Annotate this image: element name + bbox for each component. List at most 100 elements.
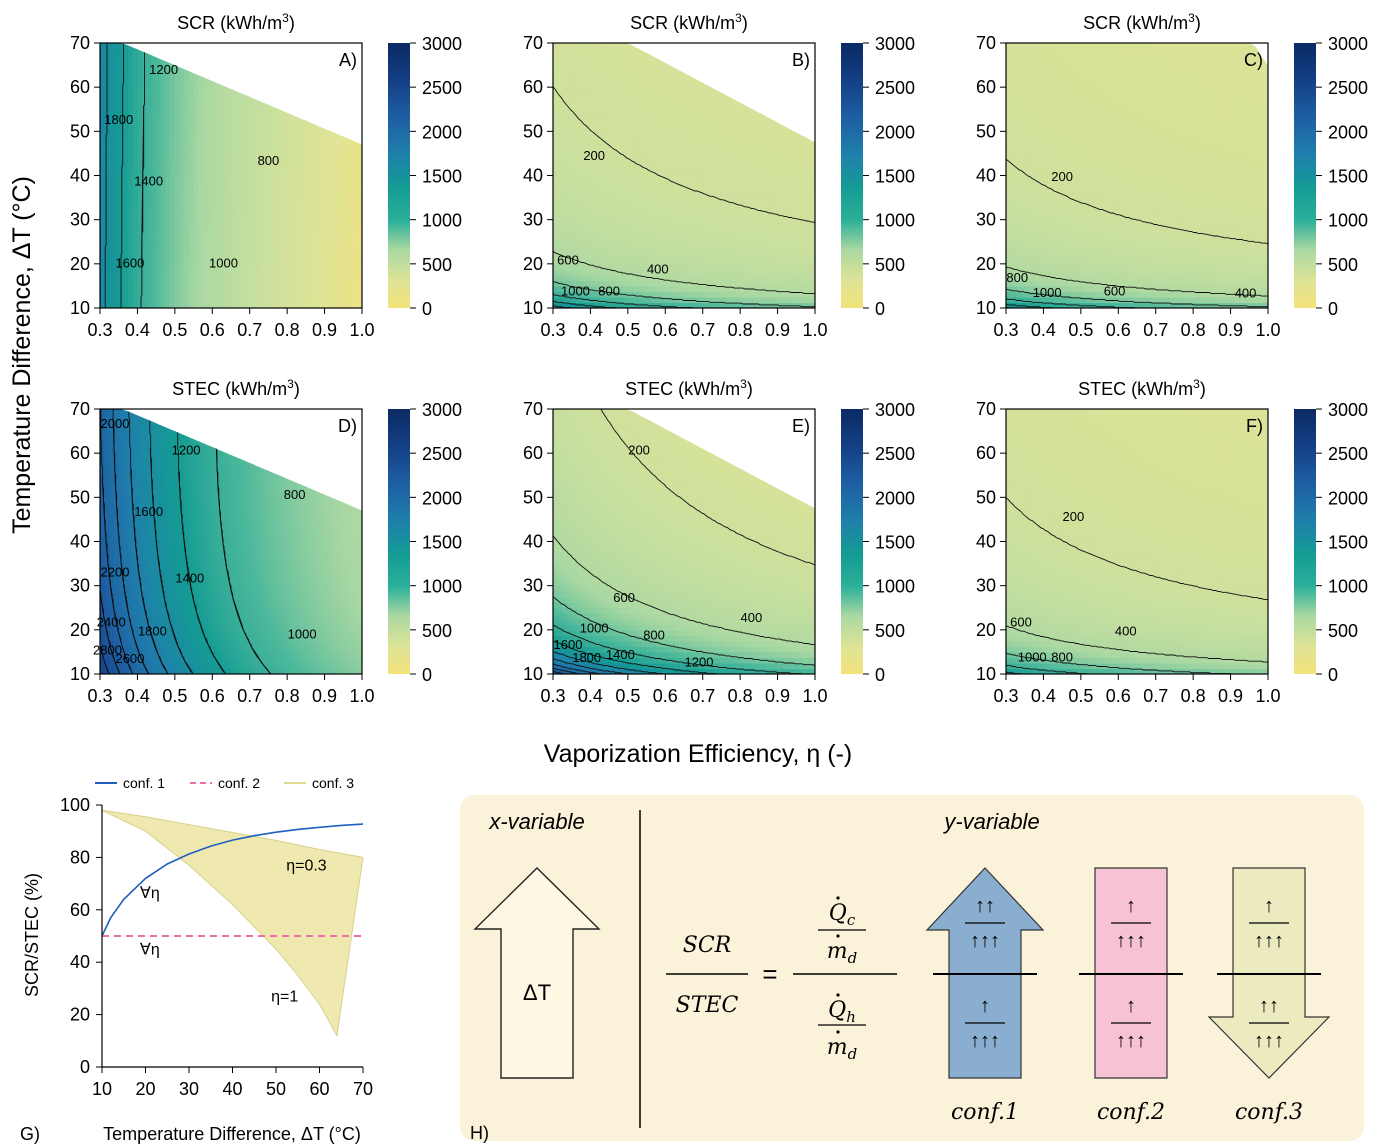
- heat-cell: [768, 186, 774, 193]
- heat-cell: [104, 263, 110, 270]
- heat-cell: [707, 147, 713, 155]
- heat-cell: [132, 175, 139, 182]
- heat-cell: [562, 92, 568, 99]
- heat-cell: [660, 103, 666, 110]
- heat-cell: [329, 164, 335, 171]
- heat-cell: [235, 291, 241, 298]
- heat-cell: [333, 175, 340, 182]
- heat-cell: [557, 296, 563, 304]
- heat-cell: [590, 65, 596, 72]
- heat-cell: [198, 197, 204, 204]
- heat-cell: [352, 208, 358, 215]
- heat-cell: [754, 236, 760, 243]
- heat-cell: [595, 169, 601, 177]
- heat-cell: [581, 192, 587, 199]
- heat-cell: [609, 219, 615, 226]
- heat-cell: [740, 153, 746, 160]
- heat-cell: [585, 208, 592, 215]
- heat-cell: [231, 87, 237, 94]
- heat-cell: [758, 76, 765, 83]
- heat-cell: [749, 153, 755, 160]
- heat-cell: [165, 247, 171, 254]
- heat-cell: [282, 236, 288, 243]
- heat-cell: [221, 296, 227, 304]
- heat-cell: [730, 81, 737, 88]
- heat-cell: [716, 147, 723, 155]
- heat-cell: [259, 181, 265, 188]
- heat-cell: [184, 114, 190, 121]
- heat-cell: [604, 230, 610, 237]
- heat-cell: [637, 247, 643, 254]
- heat-cell: [623, 186, 629, 193]
- heat-cell: [263, 241, 270, 248]
- heat-cell: [698, 285, 704, 293]
- heat-cell: [137, 131, 143, 138]
- heat-cell: [604, 225, 610, 232]
- heat-cell: [221, 131, 227, 138]
- heat-cell: [329, 302, 335, 308]
- heat-cell: [730, 153, 737, 160]
- heat-cell: [562, 70, 568, 77]
- heat-cell: [268, 147, 274, 155]
- heat-cell: [352, 241, 358, 248]
- heat-cell: [207, 252, 213, 259]
- heat-cell: [665, 109, 671, 116]
- heat-cell: [721, 192, 727, 199]
- heat-cell: [730, 269, 737, 276]
- heat-cell: [740, 247, 746, 254]
- heat-cell: [329, 92, 335, 99]
- heat-cell: [726, 169, 732, 177]
- heat-cell: [730, 147, 737, 155]
- heat-cell: [655, 296, 662, 304]
- heat-cell: [632, 87, 638, 94]
- heat-cell: [315, 48, 321, 55]
- heat-cell: [740, 76, 746, 83]
- heat-cell: [343, 263, 349, 270]
- heat-cell: [590, 285, 596, 293]
- heat-cell: [165, 109, 171, 116]
- heat-cell: [319, 247, 326, 254]
- heat-cell: [207, 59, 213, 66]
- heat-cell: [684, 296, 690, 304]
- heat-cell: [174, 54, 181, 61]
- heat-cell: [712, 158, 718, 166]
- heat-cell: [291, 214, 298, 221]
- heat-cell: [287, 125, 293, 132]
- heat-cell: [641, 296, 648, 304]
- heat-cell: [618, 125, 624, 132]
- heat-cell: [156, 114, 162, 121]
- heat-cell: [749, 65, 755, 72]
- heat-cell: [324, 103, 330, 110]
- heat-cell: [585, 225, 592, 232]
- heat-cell: [160, 252, 167, 259]
- heat-cell: [170, 87, 176, 94]
- heat-cell: [282, 214, 288, 221]
- heat-cell: [296, 181, 302, 188]
- heat-cell: [146, 247, 153, 254]
- heat-cell: [301, 274, 307, 281]
- heat-cell: [343, 230, 349, 237]
- heat-cell: [315, 65, 321, 72]
- heat-cell: [721, 252, 727, 259]
- heat-cell: [571, 125, 577, 132]
- heat-cell: [216, 54, 223, 61]
- heat-cell: [749, 81, 755, 88]
- heat-cell: [698, 142, 704, 149]
- heat-cell: [665, 197, 671, 204]
- heat-cell: [604, 136, 610, 143]
- heat-cell: [170, 43, 176, 50]
- heat-cell: [291, 103, 298, 110]
- heat-cell: [240, 142, 246, 149]
- heat-cell: [174, 43, 181, 50]
- heat-cell: [343, 192, 349, 199]
- heat-cell: [118, 98, 124, 105]
- heat-cell: [712, 70, 718, 77]
- heat-cell: [599, 285, 606, 293]
- heat-cell: [571, 114, 577, 121]
- heat-cell: [758, 103, 765, 110]
- heat-cell: [679, 43, 685, 50]
- heat-cell: [693, 131, 699, 138]
- heat-cell: [188, 225, 195, 232]
- heat-cell: [273, 142, 279, 149]
